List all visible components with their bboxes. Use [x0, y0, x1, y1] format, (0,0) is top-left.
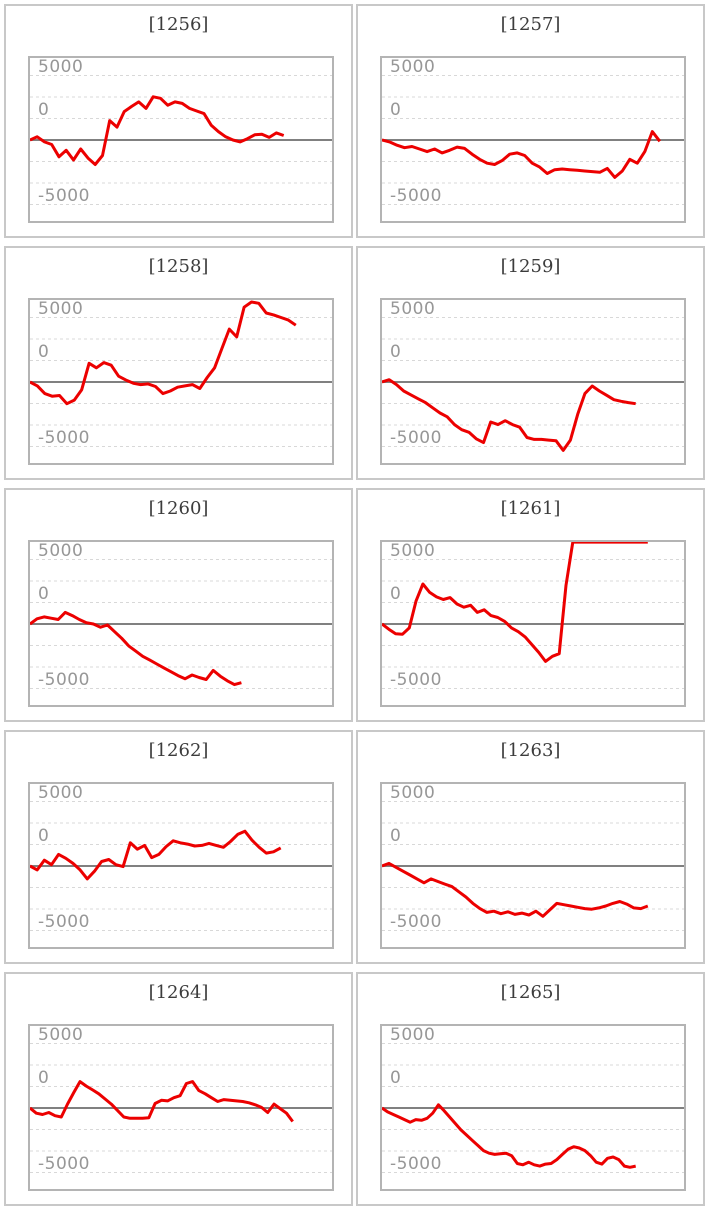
- plot-area: 5000 0 -5000: [28, 782, 334, 949]
- plot-area: 5000 0 -5000: [28, 1024, 334, 1191]
- y-tick-label: 5000: [390, 298, 436, 319]
- y-tick-label: 5000: [390, 540, 436, 561]
- y-tick-label: 0: [38, 99, 50, 120]
- chart-title: [1256]: [148, 14, 209, 35]
- y-tick-label: 5000: [390, 782, 436, 803]
- chart-tile: [1263] 5000 0 -5000: [356, 730, 705, 964]
- chart-title: [1260]: [148, 498, 209, 519]
- y-tick-label: -5000: [390, 185, 442, 206]
- y-tick-label: -5000: [38, 911, 90, 932]
- y-tick-label: 0: [38, 1067, 50, 1088]
- y-tick-label: -5000: [38, 669, 90, 690]
- plot-area: 5000 0 -5000: [28, 56, 334, 223]
- slump-graph-svg: [30, 75, 332, 205]
- chart-title: [1259]: [500, 256, 561, 277]
- y-tick-label: 5000: [390, 1024, 436, 1045]
- slump-graph-svg: [382, 317, 684, 452]
- plot-area: 5000 0 -5000: [380, 1024, 686, 1191]
- plot-area: 5000 0 -5000: [28, 540, 334, 707]
- chart-title: [1261]: [500, 498, 561, 519]
- slump-line: [30, 300, 297, 406]
- chart-tile: [1264] 5000 0 -5000: [4, 972, 353, 1206]
- y-tick-label: -5000: [390, 427, 442, 448]
- y-tick-label: 0: [390, 1067, 402, 1088]
- chart-title: [1264]: [148, 982, 209, 1003]
- slump-line: [30, 829, 282, 881]
- y-tick-label: -5000: [390, 669, 442, 690]
- y-tick-label: -5000: [38, 1153, 90, 1174]
- y-tick-label: 5000: [390, 56, 436, 77]
- y-tick-label: 0: [38, 341, 50, 362]
- plot-area: 5000 0 -5000: [380, 540, 686, 707]
- y-tick-label: 0: [390, 583, 402, 604]
- plot-area: 5000 0 -5000: [28, 298, 334, 465]
- y-tick-label: -5000: [38, 185, 90, 206]
- slump-line: [30, 1080, 294, 1123]
- y-tick-label: 5000: [38, 540, 84, 561]
- y-tick-label: 0: [390, 825, 402, 846]
- chart-tile: [1258] 5000 0 -5000: [4, 246, 353, 480]
- chart-title: [1257]: [500, 14, 561, 35]
- y-tick-label: 0: [38, 583, 50, 604]
- slump-line: [382, 542, 648, 663]
- slump-line: [382, 861, 649, 918]
- chart-title: [1265]: [500, 982, 561, 1003]
- slump-line: [382, 1103, 637, 1169]
- chart-tile: [1261] 5000 0 -5000: [356, 488, 705, 722]
- slump-graph-svg: [30, 300, 332, 447]
- chart-title: [1263]: [500, 740, 561, 761]
- chart-tile: [1265] 5000 0 -5000: [356, 972, 705, 1206]
- plot-area: 5000 0 -5000: [380, 56, 686, 223]
- slump-graph-svg: [382, 801, 684, 931]
- y-tick-label: 5000: [38, 56, 84, 77]
- y-tick-label: -5000: [390, 911, 442, 932]
- y-tick-label: 0: [390, 99, 402, 120]
- chart-title: [1262]: [148, 740, 209, 761]
- y-tick-label: -5000: [38, 427, 90, 448]
- chart-title: [1258]: [148, 256, 209, 277]
- slump-line: [30, 610, 242, 687]
- slump-graph-svg: [382, 542, 684, 689]
- slump-graph-svg: [382, 75, 684, 205]
- slump-graph-svg: [382, 1043, 684, 1173]
- slump-graph-svg: [30, 1043, 332, 1173]
- slump-graph-svg: [30, 801, 332, 931]
- chart-tile: [1262] 5000 0 -5000: [4, 730, 353, 964]
- y-tick-label: -5000: [390, 1153, 442, 1174]
- chart-tile: [1257] 5000 0 -5000: [356, 4, 705, 238]
- y-tick-label: 5000: [38, 1024, 84, 1045]
- chart-tile: [1260] 5000 0 -5000: [4, 488, 353, 722]
- y-tick-label: 5000: [38, 298, 84, 319]
- chart-tile: [1256] 5000 0 -5000: [4, 4, 353, 238]
- y-tick-label: 0: [38, 825, 50, 846]
- slump-line: [382, 378, 636, 452]
- plot-area: 5000 0 -5000: [380, 782, 686, 949]
- y-tick-label: 0: [390, 341, 402, 362]
- slump-line: [382, 130, 661, 179]
- y-tick-label: 5000: [38, 782, 84, 803]
- plot-area: 5000 0 -5000: [380, 298, 686, 465]
- slump-graph-svg: [30, 559, 332, 689]
- slump-line: [30, 95, 285, 166]
- chart-tile: [1259] 5000 0 -5000: [356, 246, 705, 480]
